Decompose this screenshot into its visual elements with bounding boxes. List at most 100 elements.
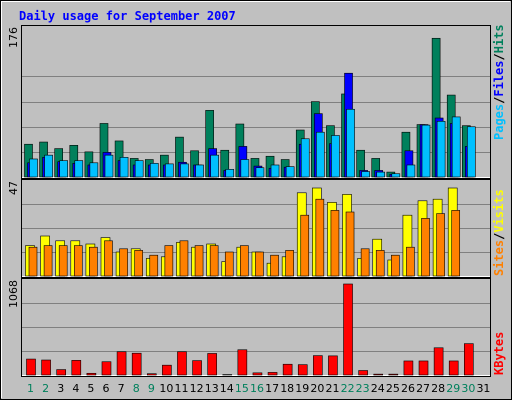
x-axis-day-label: 8 [133,382,140,395]
x-axis-day-label: 30 [461,382,475,395]
kbytes-bar [162,364,172,376]
sites-bar [104,240,113,277]
pages-bar [44,154,53,178]
sites-bar [224,251,234,277]
pages-bar [376,171,386,178]
legend-pages: Pages [492,104,506,140]
pages-bar [436,120,446,178]
pages-bar [467,126,476,178]
kbytes-bar [237,349,248,376]
sites-bar [179,240,189,277]
x-axis-day-label: 3 [57,382,64,395]
x-axis-day-labels: 1 2 3 4 5 6 7 8 9 10 11 12 13 14 15 16 17 18 19 20 21 22 23 24 2… [27,382,490,395]
kbytes-bar [252,372,263,376]
legend-separator-1: / [492,97,506,104]
top-panel-bars [24,37,476,178]
pages-bar [195,164,204,178]
sites-bar [134,250,143,277]
middle-panel-ymax-label: 47 [7,181,20,195]
kbytes-bar [448,360,459,376]
x-axis-day-label: 20 [310,382,324,395]
x-axis-day-label: 25 [386,382,400,395]
x-axis-day-label: 17 [265,382,279,395]
x-axis-day-label: 1 [27,382,34,395]
x-axis-day-label: 31 [476,382,490,395]
bottom-panel-ymax-label: 1068 [7,280,20,308]
x-axis-day-label: 2 [42,382,49,395]
legend-sites: Sites [492,240,506,276]
kbytes-bar [403,360,414,376]
sites-bar [375,250,385,277]
kbytes-bar [71,360,82,376]
x-axis-day-label: 24 [371,382,385,395]
chart-title: Daily usage for September 2007 [19,9,236,23]
pages-bar [180,163,189,178]
x-axis-day-label: 4 [72,382,79,395]
pages-bar [59,160,68,178]
legend-kbytes: KBytes [492,332,506,375]
pages-bar [270,164,280,178]
kbytes-bar [116,351,127,376]
sites-bar [315,198,325,277]
pages-bar [165,163,174,178]
sites-bar [209,245,219,277]
x-axis-day-label: 16 [250,382,264,395]
pages-bar [89,162,99,178]
sites-bar [255,251,264,277]
kbytes-bar [297,364,308,376]
sites-bar [28,246,38,277]
pages-bar [346,108,355,178]
kbytes-bar [282,363,293,376]
kbytes-bar [101,361,112,376]
sites-bar [89,246,98,277]
x-axis-day-label: 14 [220,382,234,395]
sites-bar [240,245,249,277]
x-axis-day-label: 15 [235,382,249,395]
kbytes-bar [146,373,157,376]
pages-bar [225,169,235,178]
kbytes-bar [388,373,399,376]
sites-bar [436,213,445,277]
pages-bar [285,166,295,178]
kbytes-bar [328,355,338,376]
sites-bar [345,211,355,277]
pages-bar [406,164,416,178]
sites-bar [270,254,279,277]
pages-bar [316,131,325,178]
pages-bar [240,159,250,178]
top-panel-legend: Pages/Files/Hits [492,24,506,140]
legend-separator-2: / [492,53,506,60]
pages-bar [29,158,38,178]
sites-bar [194,245,204,277]
kbytes-bar [177,351,187,376]
kbytes-bar [464,343,474,376]
kbytes-bar [313,355,323,376]
x-axis-day-label: 22 [341,382,355,395]
kbytes-bar [358,370,368,376]
pages-bar [210,154,219,178]
kbytes-bar [192,360,202,376]
x-axis-day-label: 13 [205,382,219,395]
kbytes-bar [267,372,278,376]
kbytes-bar [373,373,384,376]
pages-bar [119,157,129,178]
pages-bar [361,171,370,178]
x-axis-day-label: 27 [416,382,430,395]
x-axis-day-label: 28 [431,382,445,395]
x-axis-day-label: 6 [103,382,110,395]
legend-visits: Visits [492,189,506,232]
sites-bar [58,245,68,277]
kbytes-bar [343,283,353,376]
pages-bar [134,160,144,178]
x-axis-day-label: 10 [159,382,173,395]
kbytes-bar [56,369,66,376]
kbytes-bar [207,353,217,376]
kbytes-bar [433,347,444,376]
pages-bar [421,124,431,178]
x-axis-day-label: 26 [401,382,415,395]
x-axis-day-label: 29 [446,382,460,395]
kbytes-bar [26,358,36,376]
x-axis-day-label: 5 [87,382,94,395]
sites-bar [451,210,461,277]
